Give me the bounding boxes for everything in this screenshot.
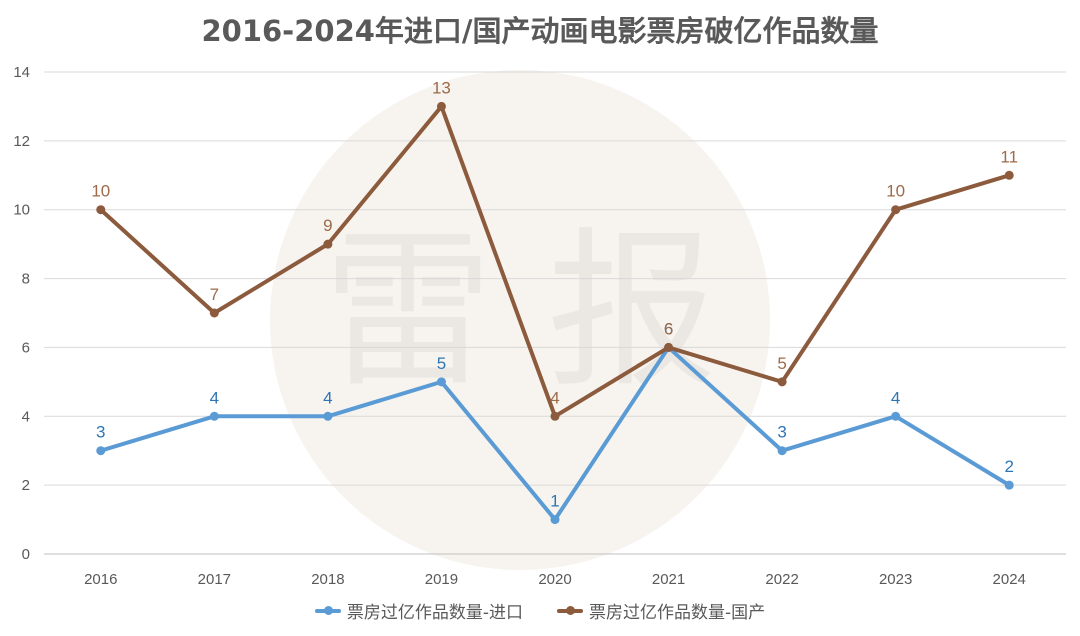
data-label: 4 [323,388,332,407]
data-point [550,411,560,421]
data-point [664,342,674,352]
data-point [777,446,787,456]
legend-label: 票房过亿作品数量-进口 [346,603,523,623]
y-tick-label: 6 [22,339,30,356]
x-tick-label: 2019 [425,571,458,588]
data-point [550,515,560,525]
data-label: 5 [777,354,786,373]
legend-swatch [314,605,341,615]
data-label: 6 [664,319,673,338]
chart-title: 2016-2024年进口/国产动画电影票房破亿作品数量 [201,14,879,48]
data-point [209,308,219,318]
data-point [209,411,219,421]
y-tick-label: 0 [22,546,30,563]
data-label: 7 [210,285,219,304]
y-tick-label: 8 [22,271,30,288]
x-tick-label: 2023 [879,571,912,588]
x-tick-label: 2021 [652,571,685,588]
data-point [777,377,787,387]
x-tick-label: 2024 [993,571,1026,588]
data-label: 9 [323,216,332,235]
data-point [323,411,333,421]
data-point [891,205,901,215]
y-tick-label: 2 [22,477,30,494]
data-point [436,101,446,111]
data-label: 3 [777,423,786,442]
data-point [891,411,901,421]
y-tick-label: 14 [13,64,30,81]
x-tick-label: 2020 [538,571,571,588]
data-point [1004,170,1014,180]
data-point [323,239,333,249]
data-label: 2 [1004,457,1013,476]
data-point [1004,480,1014,490]
data-label: 11 [1000,147,1018,166]
x-tick-label: 2022 [765,571,798,588]
data-point [96,205,106,215]
data-label: 6 [664,319,673,338]
legend-swatch [557,605,583,615]
data-label: 10 [91,182,110,201]
data-label: 1 [550,492,559,511]
data-label: 10 [886,182,905,201]
legend-item-2: 票房过亿作品数量-国产 [557,598,765,623]
data-point [436,377,446,387]
legend: 票房过亿作品数量-进口 票房过亿作品数量-国产 [0,598,1080,623]
watermark-text: 雷 报 [323,213,717,411]
data-label: 4 [550,388,559,407]
legend-item-1: 票房过亿作品数量-进口 [314,598,523,623]
data-label: 5 [437,354,446,373]
data-label: 3 [96,423,105,442]
legend-label: 票房过亿作品数量-国产 [589,603,766,623]
data-label: 13 [432,78,451,97]
data-label: 4 [210,388,219,407]
y-tick-label: 12 [13,133,30,150]
y-tick-label: 10 [13,202,30,219]
y-tick-label: 4 [22,408,30,425]
x-tick-label: 2018 [311,571,344,588]
data-point [96,446,106,456]
x-tick-label: 2016 [84,571,117,588]
x-tick-label: 2017 [198,571,231,588]
data-label: 4 [891,388,900,407]
